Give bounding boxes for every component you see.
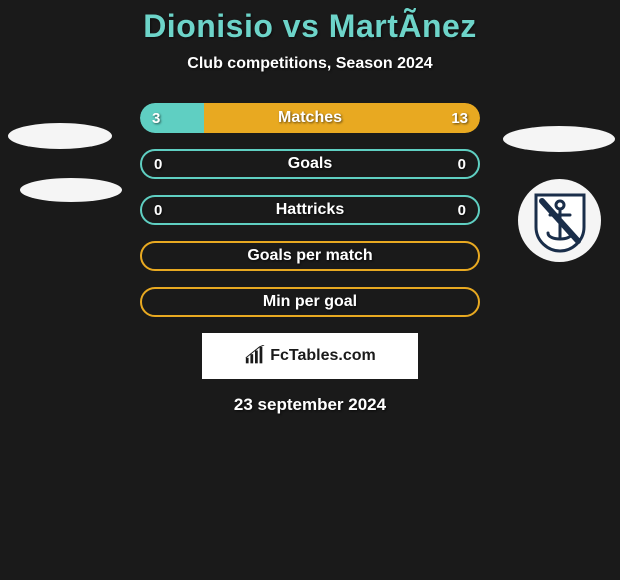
stat-bar: Goals per match (140, 241, 480, 271)
source-logo-inner: FcTables.com (204, 335, 416, 377)
stat-value-left: 0 (154, 151, 162, 177)
stat-value-right: 13 (451, 103, 468, 133)
stat-bar: Matches3 13 (140, 103, 480, 133)
stat-value-left: 3 (152, 103, 160, 133)
source-logo-text: FcTables.com (270, 347, 376, 365)
page-title: Dionisio vs MartÃ­nez (0, 8, 620, 45)
stat-label: Goals per match (142, 243, 478, 269)
stat-label: Goals (142, 151, 478, 177)
stat-label: Matches (140, 103, 480, 133)
stat-value-right: 0 (458, 197, 466, 223)
decor-ellipse-left-bottom (20, 178, 122, 202)
stat-bar: Goals0 0 (140, 149, 480, 179)
bar-chart-icon (244, 345, 266, 367)
club-badge-right (518, 179, 601, 262)
stat-bars: Matches313Goals00Hattricks00Goals per ma… (140, 103, 480, 317)
stat-label: Hattricks (142, 197, 478, 223)
stat-value-left: 0 (154, 197, 162, 223)
stat-bar: Hattricks0 0 (140, 195, 480, 225)
source-logo-box: FcTables.com (202, 333, 418, 379)
page-subtitle: Club competitions, Season 2024 (0, 55, 620, 73)
decor-ellipse-left-top (8, 123, 112, 149)
snapshot-date: 23 september 2024 (0, 395, 620, 415)
decor-ellipse-right-band (503, 126, 615, 152)
stat-bar: Min per goal (140, 287, 480, 317)
stat-value-right: 0 (458, 151, 466, 177)
shield-anchor-icon (532, 189, 588, 253)
stat-label: Min per goal (142, 289, 478, 315)
